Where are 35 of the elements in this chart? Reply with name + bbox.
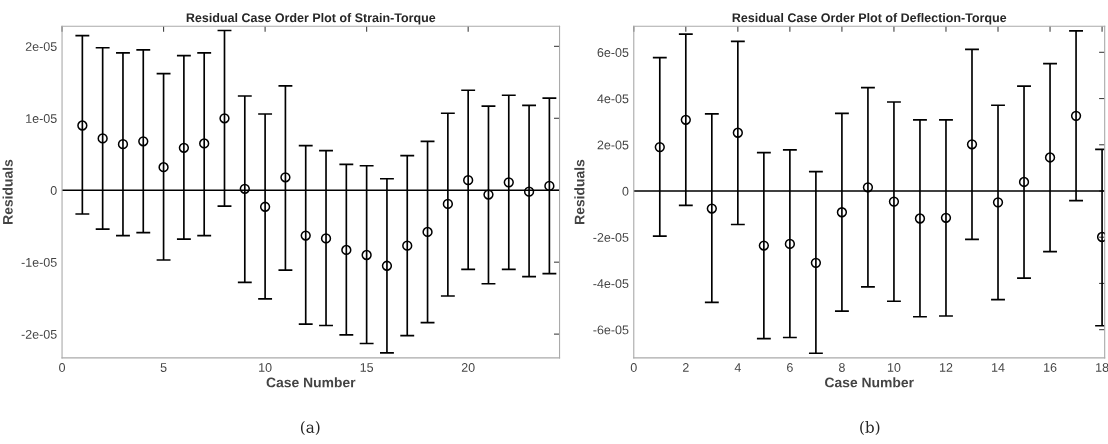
x-tick-label: 8 (838, 363, 845, 372)
x-tick-label: 0 (630, 363, 637, 372)
y-tick-label: 0 (622, 186, 629, 196)
y-tick-label: -4e-05 (593, 279, 629, 289)
y-tick-label: 0 (50, 186, 57, 195)
y-tick-label: 2e-05 (25, 42, 57, 51)
chart-title: Residual Case Order Plot of Strain-Torque (186, 12, 436, 25)
y-tick-label: 2e-05 (597, 140, 629, 150)
y-tick-label: 1e-05 (26, 114, 57, 123)
y-tick-label: -6e-05 (593, 325, 629, 335)
x-tick-label: 16 (1044, 363, 1057, 372)
x-axis-title: Case Number (825, 377, 914, 388)
x-tick-label: 4 (734, 363, 741, 372)
y-axis-title: Residuals (2, 159, 13, 224)
y-axis-title: Residuals (574, 159, 585, 224)
x-tick-label: 14 (992, 363, 1005, 372)
y-tick-label: 4e-05 (597, 94, 629, 104)
y-tick-label: 6e-05 (597, 48, 629, 57)
x-tick-label: 0 (59, 363, 66, 372)
chart-title: Residual Case Order Plot of Deflection-Torque (732, 12, 1007, 25)
x-tick-label: 18 (1096, 363, 1108, 372)
y-tick-label: -2e-05 (21, 329, 57, 339)
x-tick-label: 10 (259, 363, 272, 372)
x-tick-label: 5 (160, 363, 167, 372)
y-tick-label: -2e-05 (593, 233, 629, 242)
text: (b) (860, 421, 880, 436)
x-tick-label: 12 (939, 363, 953, 372)
x-tick-label: 2 (682, 363, 689, 372)
text: (a) (300, 421, 320, 436)
x-tick-label: 6 (787, 363, 793, 372)
x-tick-label: 15 (360, 363, 374, 372)
x-tick-label: 10 (887, 363, 901, 372)
x-tick-label: 20 (461, 363, 475, 372)
x-axis-title: Case Number (266, 377, 356, 388)
y-tick-label: -1e-05 (21, 257, 57, 267)
